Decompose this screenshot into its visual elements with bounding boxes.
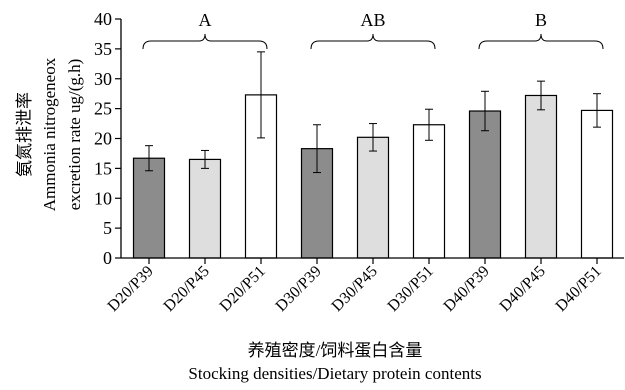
category-label: D20/P39 bbox=[105, 263, 157, 315]
y-ticks: 0 5 10 15 20 25 30 35 40 bbox=[94, 9, 121, 268]
bar bbox=[412, 124, 446, 259]
group-label: B bbox=[535, 10, 547, 30]
category-label: D20/P51 bbox=[217, 263, 269, 315]
category-label: D40/P45 bbox=[497, 263, 549, 315]
error-bar bbox=[257, 51, 265, 139]
error-bar bbox=[481, 90, 489, 132]
y-tick-label: 25 bbox=[94, 99, 112, 119]
y-tick-label: 10 bbox=[94, 188, 112, 208]
category-label: D40/P51 bbox=[553, 263, 605, 315]
bar bbox=[132, 157, 166, 259]
bars bbox=[132, 94, 614, 259]
error-bar bbox=[425, 108, 433, 141]
y-tick-label: 0 bbox=[103, 248, 112, 268]
category-label: D40/P39 bbox=[441, 263, 493, 315]
error-bar bbox=[201, 149, 209, 169]
y-tick-label: 35 bbox=[94, 39, 112, 59]
group-bracket: A bbox=[142, 10, 268, 50]
y-tick-label: 15 bbox=[94, 158, 112, 178]
group-bracket: AB bbox=[310, 10, 436, 50]
bar bbox=[468, 110, 502, 259]
error-bar bbox=[313, 124, 321, 174]
y-axis-title: 氨氮排泄率 Ammonia nitrogeneox excretion rate u… bbox=[15, 57, 84, 211]
y-tick-label: 30 bbox=[94, 69, 112, 89]
error-bar bbox=[593, 93, 601, 128]
bar bbox=[524, 94, 558, 259]
category-label: D30/P45 bbox=[329, 263, 381, 315]
error-bar bbox=[369, 123, 377, 152]
bar bbox=[580, 109, 614, 259]
y-axis-title-line: Ammonia nitrogeneox bbox=[40, 57, 59, 211]
y-tick-label: 40 bbox=[94, 9, 112, 29]
category-label: D30/P51 bbox=[385, 263, 437, 315]
x-axis-title-en: Stocking densities/Dietary protein conte… bbox=[188, 364, 481, 383]
error-bar bbox=[145, 145, 153, 172]
bar bbox=[356, 136, 390, 259]
category-label: D20/P45 bbox=[161, 263, 213, 315]
bar bbox=[188, 158, 222, 259]
x-axis-title-cn: 养殖密度/饲料蛋白含量 bbox=[248, 341, 423, 360]
y-tick-label: 5 bbox=[103, 218, 112, 238]
group-brackets: A AB B bbox=[142, 10, 604, 50]
y-axis-title-line: 氨氮排泄率 bbox=[15, 92, 34, 177]
category-label: D30/P39 bbox=[273, 263, 325, 315]
group-bracket: B bbox=[478, 10, 604, 50]
error-bars bbox=[145, 51, 601, 174]
group-label: AB bbox=[360, 10, 385, 30]
x-ticks: D20/P39 D20/P45 D20/P51 D30/P39 D30/P45 D30/P… bbox=[105, 258, 605, 315]
y-axis-title-line: excretion rate ug/(g.h) bbox=[65, 59, 84, 211]
y-tick-label: 20 bbox=[94, 129, 112, 149]
error-bar bbox=[537, 80, 545, 111]
group-label: A bbox=[199, 10, 212, 30]
